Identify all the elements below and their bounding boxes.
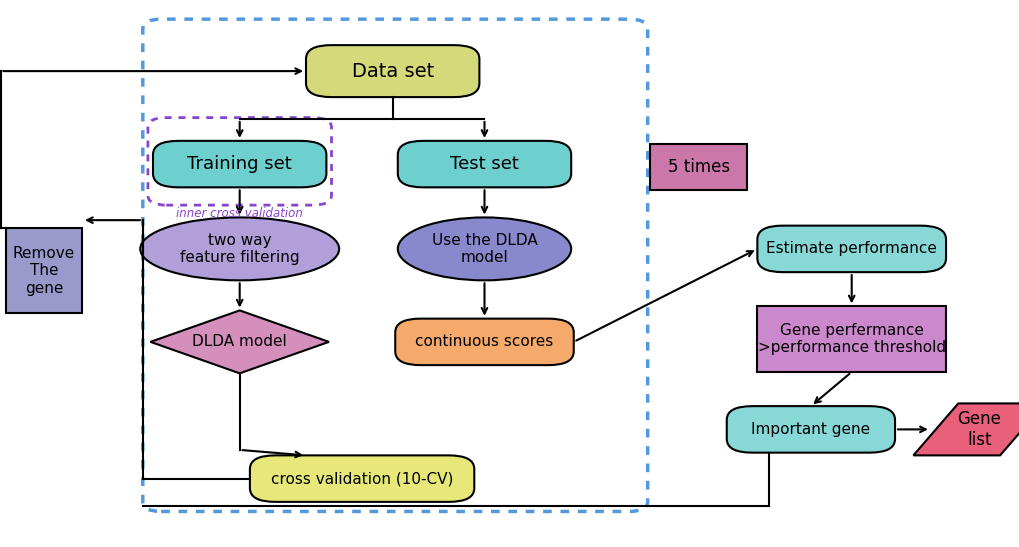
Text: Gene
list: Gene list bbox=[956, 410, 1001, 449]
Polygon shape bbox=[151, 311, 329, 373]
Bar bbox=[650, 144, 747, 190]
FancyBboxPatch shape bbox=[397, 141, 571, 187]
Text: Estimate performance: Estimate performance bbox=[765, 241, 936, 257]
Text: Remove
The
gene: Remove The gene bbox=[12, 246, 75, 296]
FancyBboxPatch shape bbox=[394, 318, 573, 365]
Polygon shape bbox=[913, 404, 1019, 455]
Ellipse shape bbox=[141, 217, 339, 280]
Text: DLDA model: DLDA model bbox=[193, 334, 286, 350]
FancyBboxPatch shape bbox=[726, 406, 895, 453]
Ellipse shape bbox=[397, 217, 571, 280]
Text: Test set: Test set bbox=[449, 155, 519, 173]
Text: continuous scores: continuous scores bbox=[415, 334, 553, 350]
Text: inner cross validation: inner cross validation bbox=[176, 207, 303, 220]
FancyBboxPatch shape bbox=[250, 455, 474, 502]
Text: Important gene: Important gene bbox=[751, 422, 869, 437]
Text: two way
feature filtering: two way feature filtering bbox=[179, 232, 300, 265]
Bar bbox=[5, 229, 82, 313]
FancyBboxPatch shape bbox=[756, 225, 946, 272]
Text: Data set: Data set bbox=[352, 62, 433, 80]
Text: Training set: Training set bbox=[187, 155, 291, 173]
FancyBboxPatch shape bbox=[153, 141, 326, 187]
Text: cross validation (10-CV): cross validation (10-CV) bbox=[271, 471, 452, 486]
FancyBboxPatch shape bbox=[306, 45, 479, 97]
Bar bbox=[756, 306, 946, 372]
Text: Gene perfermance
>performance threshold: Gene perfermance >performance threshold bbox=[757, 323, 945, 356]
Text: 5 times: 5 times bbox=[667, 158, 729, 176]
Text: Use the DLDA
model: Use the DLDA model bbox=[431, 232, 537, 265]
